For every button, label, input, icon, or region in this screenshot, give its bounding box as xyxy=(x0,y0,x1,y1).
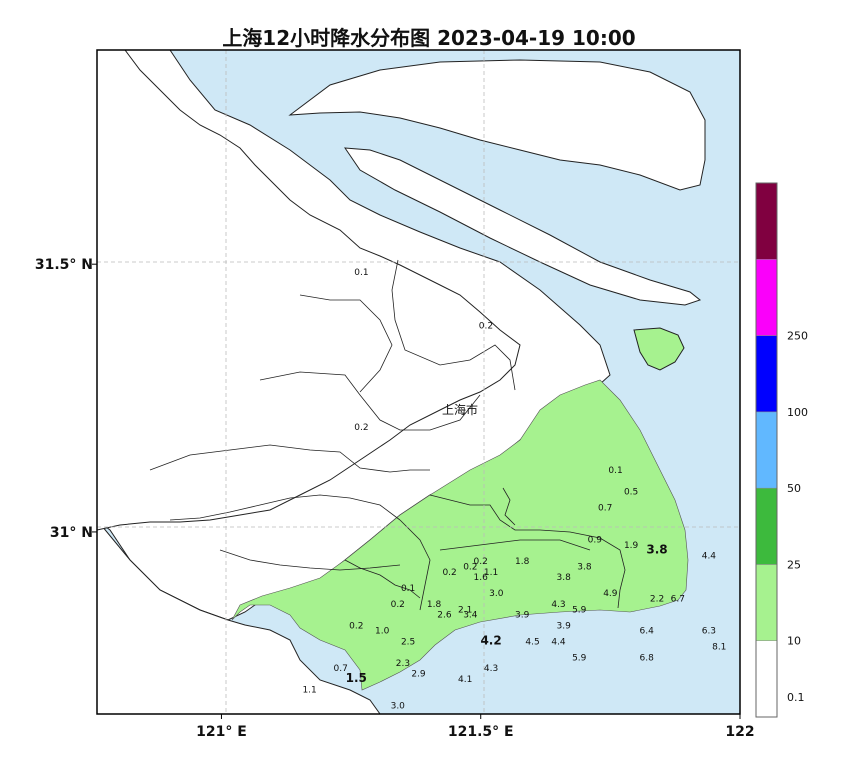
city-label: 上海市 xyxy=(442,402,478,417)
colorbar: 0.1 10 25 50 100 250 xyxy=(755,182,808,718)
x-tick-label: 121° E xyxy=(196,724,247,740)
map-frame xyxy=(96,49,740,715)
station-value: 4.9 xyxy=(603,589,618,599)
station-value: 4.4 xyxy=(702,552,717,562)
station-value: 1.1 xyxy=(484,568,498,578)
station-value: 2.1 xyxy=(458,605,472,615)
colorbar-label: 50 xyxy=(787,482,801,495)
station-value: 4.1 xyxy=(458,675,472,685)
station-value: 0.2 xyxy=(479,321,493,331)
station-value: 6.7 xyxy=(671,595,685,605)
station-value: 1.6 xyxy=(474,573,489,583)
colorbar-frame xyxy=(755,182,778,718)
colorbar-segment xyxy=(755,487,778,565)
station-value: 2.3 xyxy=(396,659,410,669)
station-value: 0.2 xyxy=(463,562,477,572)
station-value: 0.9 xyxy=(588,536,603,546)
station-value: 3.8 xyxy=(557,573,572,583)
colorbar-segment xyxy=(755,640,778,718)
station-value: 1.5 xyxy=(346,671,367,685)
station-value: 6.4 xyxy=(639,627,654,637)
colorbar-segment xyxy=(755,564,778,641)
map-title: 上海12小时降水分布图 2023-04-19 10:00 xyxy=(222,26,636,50)
station-value: 3.0 xyxy=(489,589,504,599)
station-value: 4.2 xyxy=(480,633,501,647)
colorbar-label: 0.1 xyxy=(787,691,805,704)
station-value: 0.1 xyxy=(354,268,368,278)
station-value: 3.9 xyxy=(515,611,530,621)
station-value: 1.8 xyxy=(515,557,530,567)
station-value: 1.0 xyxy=(375,627,390,637)
station-value: 4.5 xyxy=(525,637,539,647)
colorbar-segment xyxy=(755,335,778,413)
district-boundaries xyxy=(149,259,626,611)
station-value: 4.3 xyxy=(484,664,498,674)
station-value: 0.7 xyxy=(334,664,348,674)
y-tick-label: 31° N xyxy=(50,525,93,541)
changxing-island xyxy=(343,147,702,306)
rain-area-light xyxy=(231,379,689,691)
station-values: 0.10.20.20.10.50.70.91.9 3.84.41.83.83.80… xyxy=(302,268,726,712)
station-value: 2.6 xyxy=(437,611,452,621)
station-value: 0.5 xyxy=(624,487,638,497)
station-value: 2.9 xyxy=(411,670,426,680)
station-value: 6.8 xyxy=(639,653,654,663)
y-tick-label: 31.5° N xyxy=(35,257,93,273)
station-value: 0.1 xyxy=(608,466,622,476)
station-value: 0.2 xyxy=(349,621,363,631)
station-value: 0.2 xyxy=(354,423,368,433)
chongming-island xyxy=(288,59,706,191)
axis-ticks: 121° E 121.5° E 122 31.5° N 31° N xyxy=(35,257,755,740)
station-value: 3.8 xyxy=(646,542,667,556)
x-tick-label: 121.5° E xyxy=(448,724,514,740)
small-island-east xyxy=(633,327,685,371)
station-value: 0.2 xyxy=(442,568,456,578)
colorbar-segment xyxy=(755,259,778,336)
station-value: 1.9 xyxy=(624,541,639,551)
station-value: 2.2 xyxy=(650,595,664,605)
colorbar-label: 25 xyxy=(787,558,801,571)
colorbar-label: 100 xyxy=(787,406,808,419)
station-value: 4.4 xyxy=(551,637,566,647)
station-value: 3.0 xyxy=(391,702,406,712)
station-value: 0.7 xyxy=(598,504,612,514)
station-value: 0.2 xyxy=(474,557,488,567)
station-value: 6.3 xyxy=(702,627,716,637)
station-value: 0.2 xyxy=(391,600,405,610)
colorbar-segment xyxy=(755,411,778,489)
northwest-land xyxy=(96,49,521,531)
colorbar-label: 250 xyxy=(787,330,808,343)
station-value: 2.5 xyxy=(401,637,415,647)
gridlines xyxy=(97,50,740,714)
southern-land xyxy=(96,518,381,715)
station-value: 1.8 xyxy=(427,600,442,610)
colorbar-segment xyxy=(755,182,778,260)
station-value: 5.9 xyxy=(572,653,587,663)
colorbar-label: 10 xyxy=(787,635,801,648)
station-value: 3.4 xyxy=(463,611,478,621)
station-value: 5.9 xyxy=(572,605,587,615)
station-value: 4.3 xyxy=(551,600,565,610)
station-value: 3.8 xyxy=(577,562,592,572)
station-value: 3.9 xyxy=(557,621,572,631)
station-value: 1.1 xyxy=(302,686,316,696)
station-value: 0.1 xyxy=(401,584,415,594)
x-tick-label: 122 xyxy=(725,724,754,740)
station-value: 8.1 xyxy=(712,643,726,653)
